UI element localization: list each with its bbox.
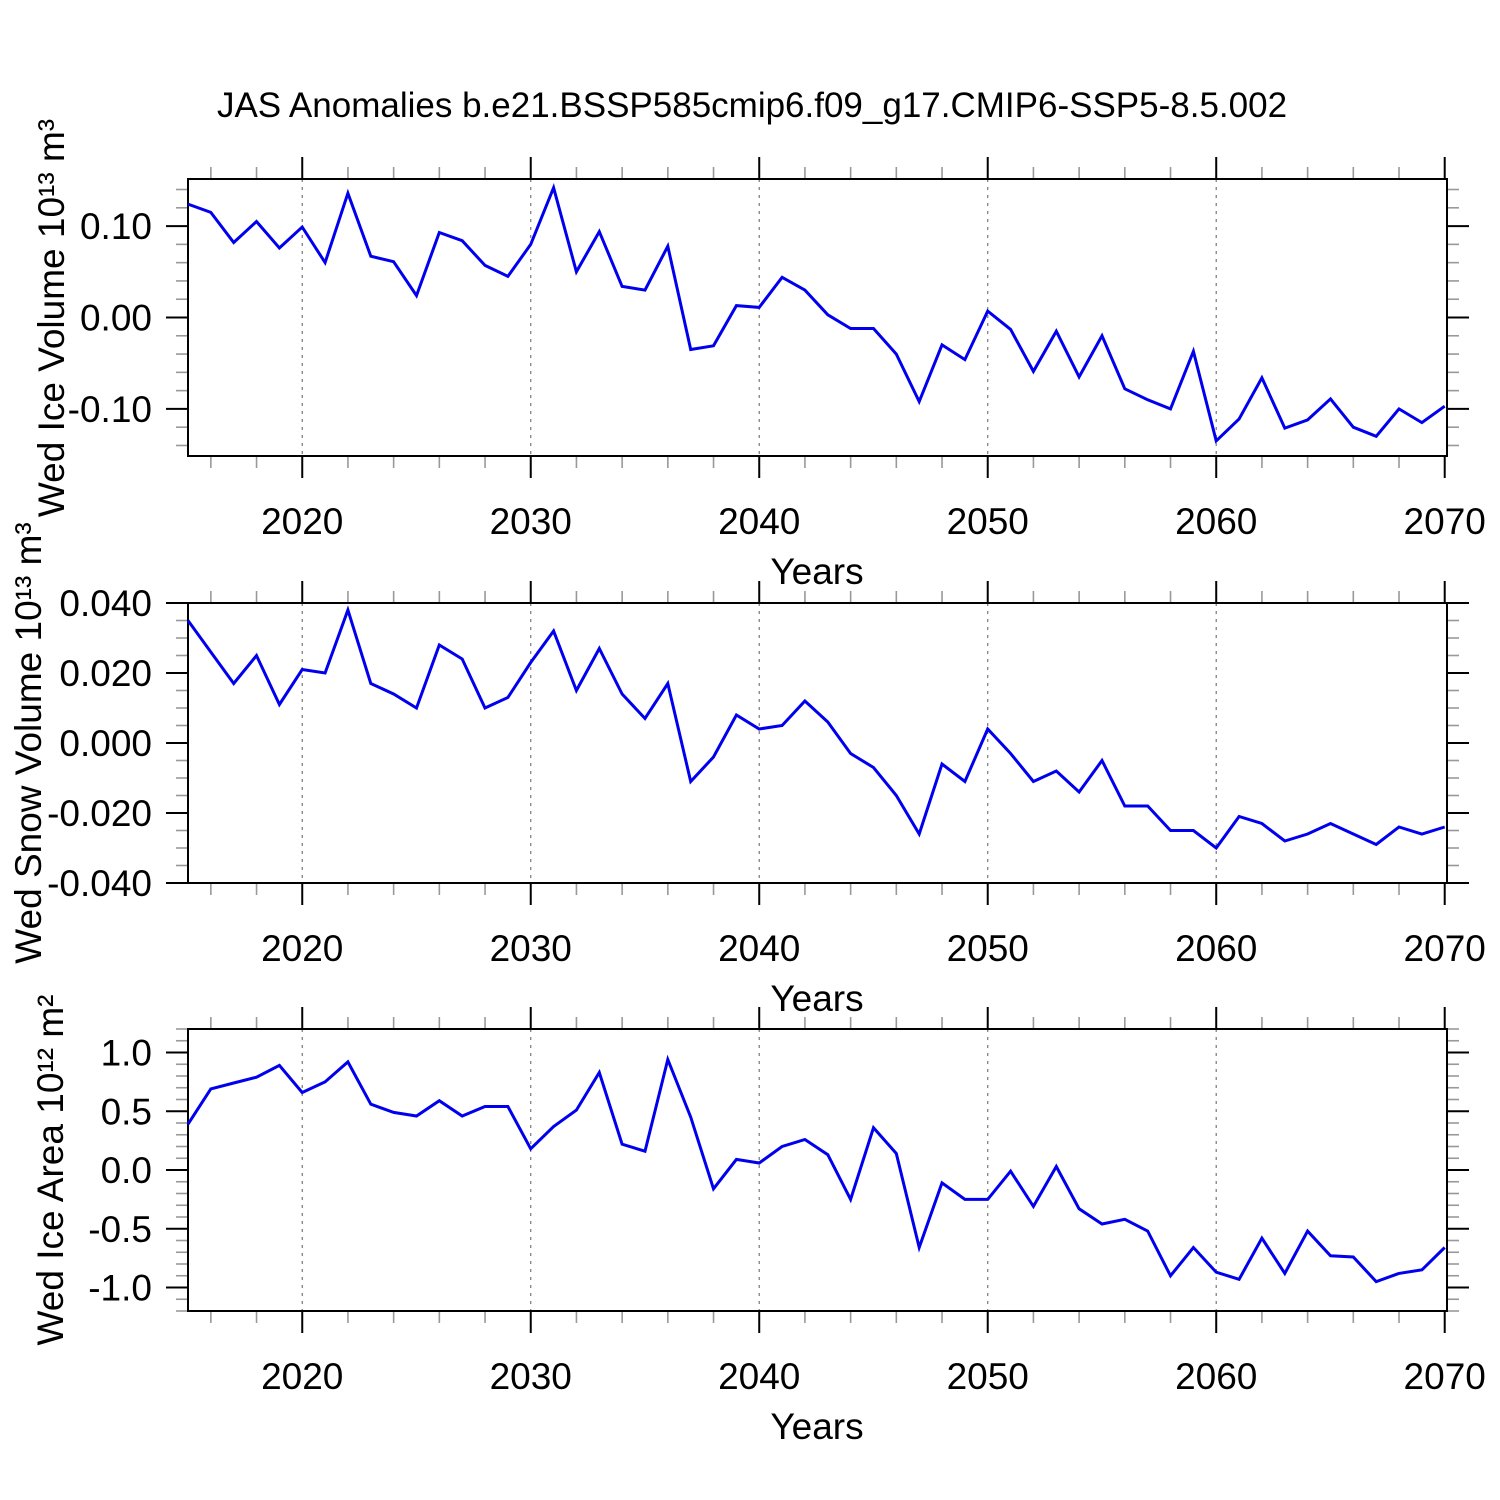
chart-title: JAS Anomalies b.e21.BSSP585cmip6.f09_g17… <box>216 86 1288 125</box>
x-tick-label-2070: 2070 <box>1404 1356 1486 1397</box>
y-tick-label-0.000: 0.000 <box>59 723 152 764</box>
y-tick-label-0.00: 0.00 <box>80 298 152 339</box>
y-axis-label-ice-volume: Wed Ice Volume 10¹³ m³ <box>31 118 72 518</box>
y-tick-label-0.10: 0.10 <box>80 206 152 247</box>
x-tick-label-2070: 2070 <box>1404 501 1486 542</box>
x-tick-label-2040: 2040 <box>718 928 800 969</box>
x-tick-label-2030: 2030 <box>490 928 572 969</box>
x-axis-label-years-1: Years <box>770 551 864 592</box>
panel-ice-area: 2020 2030 2040 2050 2060 2070 1.0 0.5 0.0 -0.5 -1.… <box>88 1007 1486 1397</box>
x-tick-label-2060: 2060 <box>1175 1356 1257 1397</box>
x-tick-label-2060: 2060 <box>1175 501 1257 542</box>
panel-frame-ice-area <box>187 1028 1448 1312</box>
data-line-ice-volume <box>187 183 1446 444</box>
data-line-snow-volume <box>186 605 1446 851</box>
panel-ice-volume: 2020 2030 2040 2050 2060 2070 0.10 0.00 -0.10 <box>68 157 1486 542</box>
y-tick-label--0.020: -0.020 <box>47 793 152 834</box>
panel-frame-ice-volume <box>187 178 1448 457</box>
y-tick-label--0.5: -0.5 <box>88 1209 152 1250</box>
x-tick-label-2050: 2050 <box>947 1356 1029 1397</box>
y-tick-label--0.10: -0.10 <box>68 389 152 430</box>
y-tick-label-0.020: 0.020 <box>59 653 152 694</box>
data-line-ice-area <box>186 1054 1446 1284</box>
x-tick-label-2020: 2020 <box>261 501 343 542</box>
x-tick-label-2070: 2070 <box>1404 928 1486 969</box>
x-tick-label-2050: 2050 <box>947 501 1029 542</box>
y-tick-label--0.040: -0.040 <box>47 863 152 904</box>
x-tick-label-2040: 2040 <box>718 1356 800 1397</box>
y-tick-label-0.040: 0.040 <box>59 583 152 624</box>
x-tick-label-2050: 2050 <box>947 928 1029 969</box>
y-tick-label-1.0: 1.0 <box>101 1033 152 1074</box>
panel-frame-snow-volume <box>187 602 1448 884</box>
x-axis-label-years-3: Years <box>770 1406 864 1447</box>
y-axis-label-ice-area: Wed Ice Area 10¹² m² <box>30 994 71 1346</box>
y-tick-label-0.5: 0.5 <box>101 1091 152 1132</box>
y-axis-label-snow-volume: Wed Snow Volume 10¹³ m³ <box>8 522 49 964</box>
panel-snow-volume: 2020 2030 2040 2050 2060 2070 0.040 0.020 0.000 -… <box>47 581 1486 969</box>
x-tick-label-2020: 2020 <box>261 1356 343 1397</box>
x-tick-label-2060: 2060 <box>1175 928 1257 969</box>
y-tick-label-0.0: 0.0 <box>101 1150 152 1191</box>
x-tick-label-2040: 2040 <box>718 501 800 542</box>
x-tick-label-2020: 2020 <box>261 928 343 969</box>
x-tick-label-2030: 2030 <box>490 1356 572 1397</box>
y-tick-label--1.0: -1.0 <box>88 1268 152 1309</box>
x-axis-label-years-2: Years <box>770 978 864 1019</box>
x-tick-label-2030: 2030 <box>490 501 572 542</box>
